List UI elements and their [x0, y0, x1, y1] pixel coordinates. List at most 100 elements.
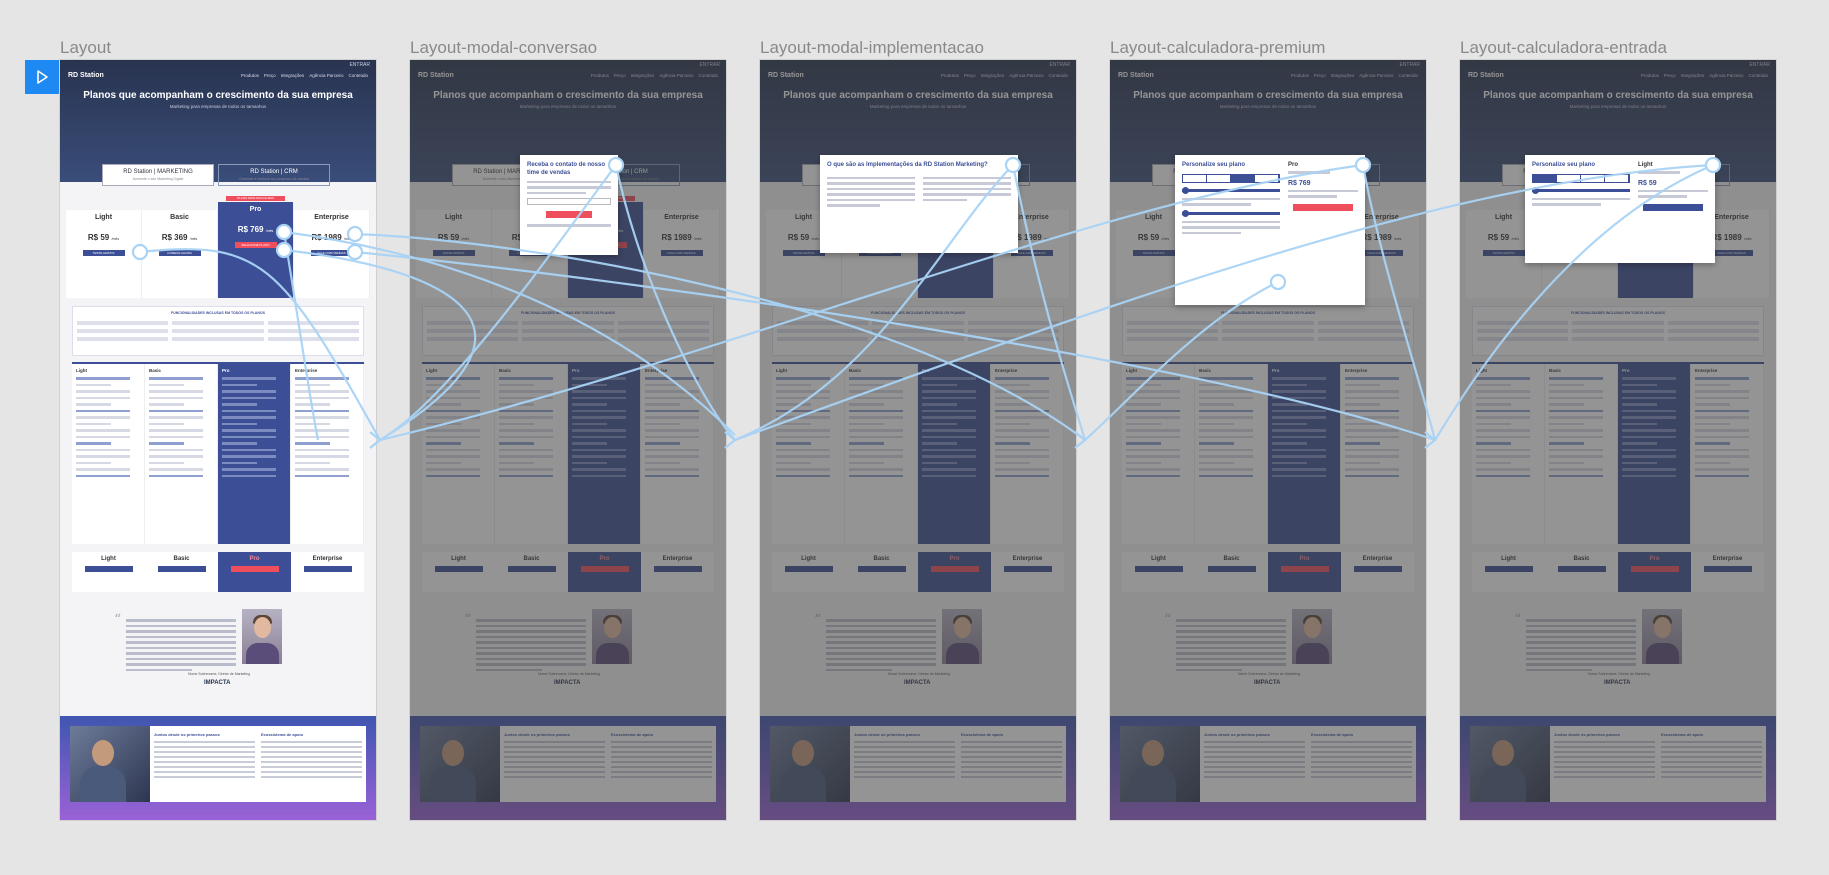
feature-line	[149, 448, 204, 451]
compare-column-title: Light	[76, 368, 87, 373]
contacts-slider[interactable]	[1182, 186, 1280, 194]
feature-line	[149, 455, 204, 458]
plans-row: Light R$ 59 /mês TESTE GRÁTIS Basic R$ 3…	[66, 196, 370, 298]
page-header: ENTRAR RD Station Produtos Preço Integraçõ…	[60, 60, 376, 186]
plan-segmented-control[interactable]	[1532, 173, 1630, 183]
contacts-slider[interactable]	[1532, 186, 1630, 194]
nav-item[interactable]: Produtos	[240, 72, 259, 78]
plan-card: Enterprise R$ 1989 /mês FALE COM VENDAS	[294, 210, 370, 298]
frame-title[interactable]: Layout-modal-implementacao	[760, 38, 984, 57]
plan-calculator-modal: Personalize seu plano Light R$ 59	[1525, 155, 1715, 263]
feature-line	[149, 474, 204, 477]
frame-title[interactable]: Layout-calculadora-premium	[1110, 38, 1326, 57]
nav-menu: Produtos Preço Integrações Agência Parceiro…	[241, 73, 368, 78]
compare-table: Light Basic Pro Enterprise	[72, 362, 364, 544]
rd-station-logo[interactable]: RD Station	[68, 71, 104, 79]
artboard-frame[interactable]: ENTRAR RD Station Produtos Preço Integraçõ…	[60, 60, 376, 820]
bottom-plan-button[interactable]	[230, 566, 279, 572]
feature-item	[267, 329, 359, 333]
feature-line	[222, 409, 277, 412]
banner-photo	[70, 726, 150, 802]
plan-cta-button[interactable]: FALE COM VENDAS	[310, 250, 353, 257]
feature-line	[149, 435, 204, 438]
compare-column: Light	[72, 364, 145, 544]
bottom-plan-button[interactable]	[303, 566, 352, 572]
feature-line	[222, 442, 258, 445]
feature-line	[295, 396, 350, 399]
artboard-frame[interactable]: ENTRAR RD Station ProdutosPreçoIntegraçõ…	[760, 60, 1076, 820]
nav-item[interactable]: Conteúdo	[348, 72, 368, 78]
feature-line	[295, 461, 331, 464]
feature-line	[76, 474, 131, 477]
select-plan-button[interactable]	[1293, 203, 1353, 211]
plan-price: R$ 1989 /mês	[311, 233, 352, 243]
feature-line	[222, 377, 277, 380]
plan-calculator-modal: Personalize seu plano Pro R$ 769	[1175, 155, 1365, 305]
feature-line	[222, 429, 277, 432]
feature-item	[267, 321, 359, 325]
nav-item[interactable]: Integrações	[280, 72, 305, 78]
feature-line	[76, 442, 112, 445]
modal-title: O que são as Implementações da RD Statio…	[827, 162, 988, 168]
features-title: FUNCIONALIDADES INCLUSAS EM TODOS OS PLA…	[171, 311, 265, 315]
quote-author: Nome Sobrenome, Diretor de Marketing	[188, 672, 251, 676]
modal-submit-button[interactable]	[545, 211, 593, 219]
feature-line	[149, 409, 204, 412]
feature-line	[295, 442, 331, 445]
feature-line	[295, 455, 350, 458]
common-features: FUNCIONALIDADES INCLUSAS EM TODOS OS PLA…	[72, 306, 364, 356]
feature-item	[267, 337, 359, 341]
nav-item[interactable]: Preço	[263, 72, 276, 78]
plan-badge: PLANO MAIS ESCOLHIDO	[226, 196, 285, 201]
nav-item[interactable]: Agência Parceiro	[309, 72, 344, 78]
frame-title[interactable]: Layout-calculadora-entrada	[1460, 38, 1667, 57]
email-field[interactable]	[527, 198, 611, 206]
modal-title: Receba o contato de nosso time de vendas	[527, 162, 606, 176]
select-plan-button[interactable]	[1643, 203, 1703, 211]
plan-segmented-control[interactable]	[1182, 173, 1280, 183]
bottom-plan-button[interactable]	[157, 566, 206, 572]
feature-line	[295, 377, 350, 380]
plan-cta-button[interactable]: COMECE AGORA	[158, 250, 201, 257]
artboard-frame[interactable]: ENTRAR RD Station ProdutosPreçoIntegraçõ…	[410, 60, 726, 820]
plan-card: PLANO MAIS ESCOLHIDO Pro R$ 769 /mês SEL…	[218, 196, 294, 298]
frame-title[interactable]: Layout-modal-conversao	[410, 38, 598, 57]
plan-name: Pro	[249, 206, 262, 213]
feature-line	[76, 422, 112, 425]
bottom-plans-row: Light Basic Pro Enterprise	[72, 552, 364, 592]
feature-line	[222, 390, 277, 393]
compare-column: Basic	[145, 364, 218, 544]
feature-line	[295, 422, 331, 425]
quote-icon: “	[114, 612, 122, 628]
page-subline: Marketing para empresas de todos os tama…	[169, 104, 267, 109]
plan-description	[297, 223, 366, 227]
arrow-head-icon	[724, 431, 737, 449]
feature-line	[222, 422, 258, 425]
feature-line	[76, 429, 131, 432]
plan-name: Enterprise	[314, 214, 349, 221]
feature-line	[149, 429, 204, 432]
plan-cta-button[interactable]: SELECIONE PLANO	[234, 242, 277, 249]
feature-item	[172, 321, 264, 325]
plan-description	[221, 215, 290, 219]
top-bar: ENTRAR	[349, 62, 370, 68]
modal-title: Personalize seu plano	[1532, 162, 1596, 168]
frame-title[interactable]: Layout	[60, 38, 112, 57]
feature-item	[77, 337, 169, 341]
play-prototype-button[interactable]	[25, 60, 59, 94]
impacta-logo: IMPACTA	[204, 680, 231, 686]
users-slider[interactable]	[1182, 209, 1280, 217]
feature-line	[222, 435, 277, 438]
plan-card: Basic R$ 369 /mês COMECE AGORA	[142, 210, 218, 298]
details-link[interactable]	[1182, 239, 1280, 243]
plan-cta-button[interactable]: TESTE GRÁTIS	[82, 250, 125, 257]
feature-line	[222, 403, 258, 406]
testimonial: “ Nome Sobrenome, Diretor de Marketing I…	[60, 609, 376, 700]
artboard-frame[interactable]: ENTRAR RD Station ProdutosPreçoIntegraçõ…	[1110, 60, 1426, 820]
feature-item	[172, 329, 264, 333]
feature-line	[76, 409, 131, 412]
bottom-plan-button[interactable]	[84, 566, 133, 572]
artboard-frame[interactable]: ENTRAR RD Station ProdutosPreçoIntegraçõ…	[1460, 60, 1776, 820]
